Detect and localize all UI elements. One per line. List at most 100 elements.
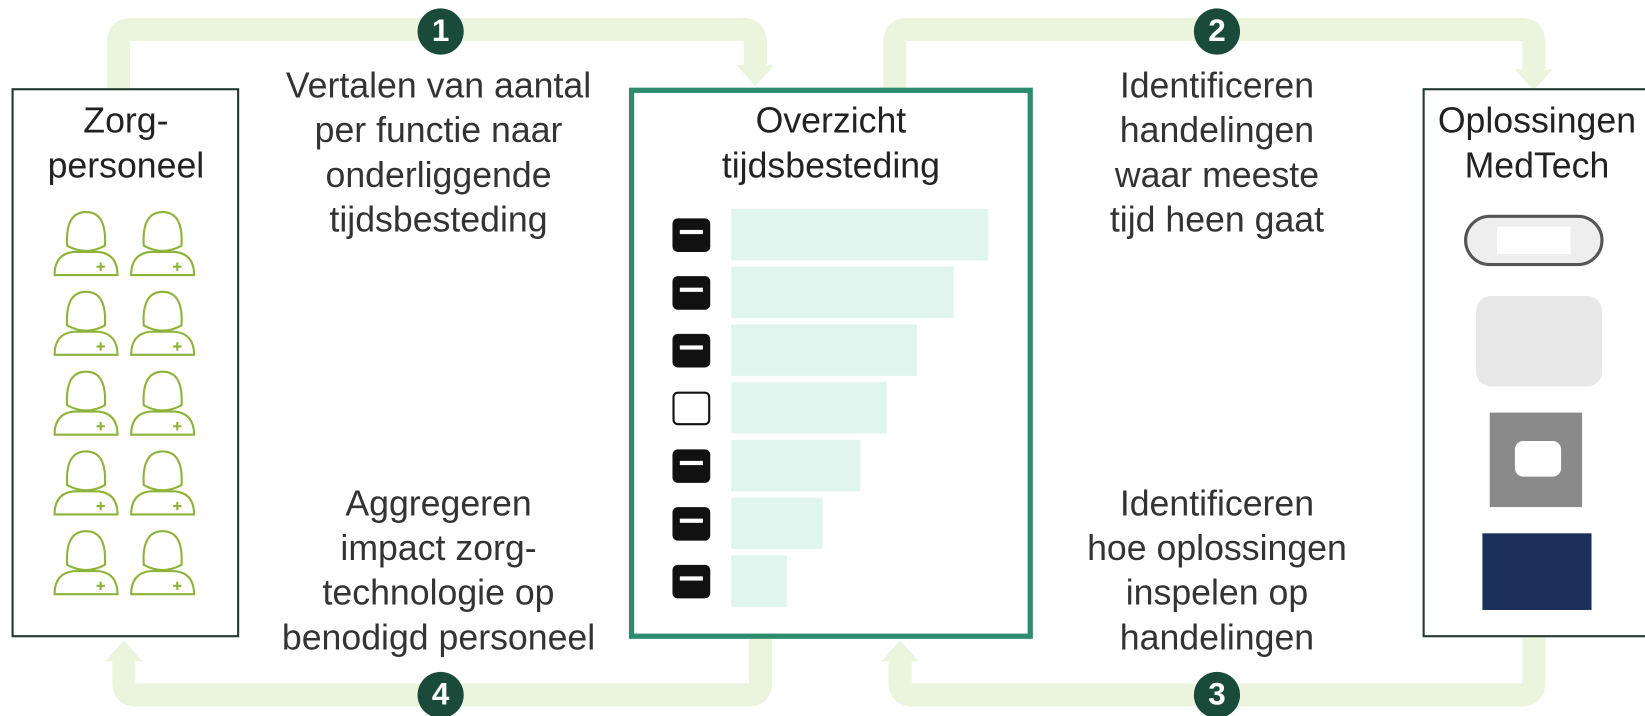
body bbox=[130, 250, 196, 277]
time-bar bbox=[731, 555, 787, 607]
time-bar bbox=[731, 439, 861, 492]
box-title: tijdsbesteding bbox=[722, 145, 940, 185]
step-text: handelingen bbox=[1120, 110, 1314, 150]
icon-detail bbox=[679, 518, 703, 523]
body bbox=[53, 570, 119, 596]
icon-shape bbox=[672, 507, 711, 541]
step-text: onderliggende bbox=[326, 155, 552, 195]
task-icon bbox=[672, 218, 711, 252]
task-icon bbox=[672, 276, 711, 310]
icon-shape bbox=[672, 449, 711, 483]
box-title: Oplossingen bbox=[1438, 100, 1636, 140]
time-bar bbox=[731, 324, 917, 376]
step-number: 1 bbox=[432, 13, 450, 48]
staff-icon bbox=[130, 450, 196, 516]
body bbox=[53, 490, 119, 516]
time-bar bbox=[731, 266, 954, 319]
cross bbox=[96, 342, 105, 351]
step-text: waar meeste bbox=[1114, 155, 1319, 195]
icon-detail bbox=[679, 287, 703, 292]
box-title: MedTech bbox=[1465, 145, 1610, 185]
icon-detail bbox=[679, 229, 703, 235]
icon-shape bbox=[672, 391, 711, 426]
step-text: impact zorg- bbox=[340, 528, 536, 568]
task-icons bbox=[672, 218, 711, 599]
body bbox=[53, 330, 119, 356]
step-text: benodigd personeel bbox=[282, 617, 595, 657]
icon-shape bbox=[672, 564, 711, 599]
staff-icon bbox=[130, 290, 196, 356]
step-number: 2 bbox=[1208, 13, 1226, 48]
step-text: per functie naar bbox=[315, 110, 563, 150]
task-icon bbox=[672, 333, 711, 368]
cross bbox=[173, 501, 182, 511]
icon-shape bbox=[672, 276, 711, 310]
cross bbox=[173, 262, 182, 271]
step-text: hoe oplossingen bbox=[1087, 528, 1347, 568]
icon-detail bbox=[679, 403, 703, 408]
task-icon bbox=[672, 391, 711, 426]
staff-icon bbox=[53, 290, 119, 356]
step-text: Vertalen van aantal bbox=[286, 66, 591, 106]
body bbox=[53, 250, 119, 277]
step-circle bbox=[1193, 8, 1241, 55]
cross bbox=[173, 422, 182, 431]
step-text: tijdsbesteding bbox=[329, 199, 547, 239]
arrow-heads bbox=[104, 65, 1553, 662]
staff-icon bbox=[130, 370, 196, 436]
task-icon bbox=[672, 449, 711, 483]
icon-detail bbox=[679, 460, 703, 466]
step-text: inspelen op bbox=[1126, 573, 1308, 613]
icon-shape bbox=[672, 218, 711, 252]
time-bars bbox=[731, 208, 989, 607]
task-icon bbox=[672, 564, 711, 599]
icon-detail bbox=[679, 576, 703, 581]
step-number: 3 bbox=[1208, 676, 1226, 711]
staff-box bbox=[11, 88, 240, 638]
time-bar bbox=[731, 382, 887, 434]
body bbox=[130, 490, 196, 516]
step-circle bbox=[1193, 671, 1241, 716]
step-text: tijd heen gaat bbox=[1110, 199, 1324, 239]
icon-shape bbox=[672, 333, 711, 368]
step-number: 4 bbox=[432, 676, 450, 711]
body bbox=[130, 410, 196, 436]
step-text: Aggregeren bbox=[345, 483, 531, 523]
cross bbox=[173, 342, 182, 351]
texts: Zorg-personeel Overzicht tijdsbesteding Opl… bbox=[48, 13, 1636, 712]
staff-icon bbox=[53, 370, 119, 436]
product-images bbox=[1464, 214, 1604, 610]
staff-icon bbox=[130, 530, 196, 596]
box-title: Zorg- bbox=[83, 100, 168, 140]
task-icon bbox=[672, 507, 711, 541]
step-text: technologie op bbox=[323, 573, 555, 613]
staff-icon bbox=[53, 450, 119, 516]
staff-icon bbox=[130, 211, 196, 277]
cross bbox=[173, 581, 182, 591]
step-circle bbox=[417, 8, 464, 55]
cross bbox=[96, 422, 105, 431]
cross bbox=[96, 262, 105, 271]
body bbox=[130, 570, 196, 596]
box-title: Overzicht bbox=[756, 100, 907, 140]
staff-icon bbox=[53, 530, 119, 596]
step-text: Identificeren bbox=[1120, 483, 1314, 523]
time-bar bbox=[731, 497, 823, 550]
body bbox=[130, 330, 196, 356]
arrow-head bbox=[1514, 69, 1553, 91]
staff-icons bbox=[53, 211, 196, 596]
staff-icon bbox=[53, 211, 119, 277]
pillcam-label bbox=[1497, 226, 1571, 255]
time-bar bbox=[731, 208, 989, 261]
step-text: handelingen bbox=[1120, 617, 1314, 657]
monitor-image bbox=[1482, 533, 1592, 610]
body bbox=[53, 410, 119, 436]
icon-detail bbox=[679, 345, 703, 350]
cross bbox=[96, 501, 105, 511]
step-text: Identificeren bbox=[1120, 66, 1314, 106]
arrow-head bbox=[736, 65, 775, 87]
step-circle bbox=[417, 671, 464, 716]
box-title: personeel bbox=[48, 145, 205, 185]
